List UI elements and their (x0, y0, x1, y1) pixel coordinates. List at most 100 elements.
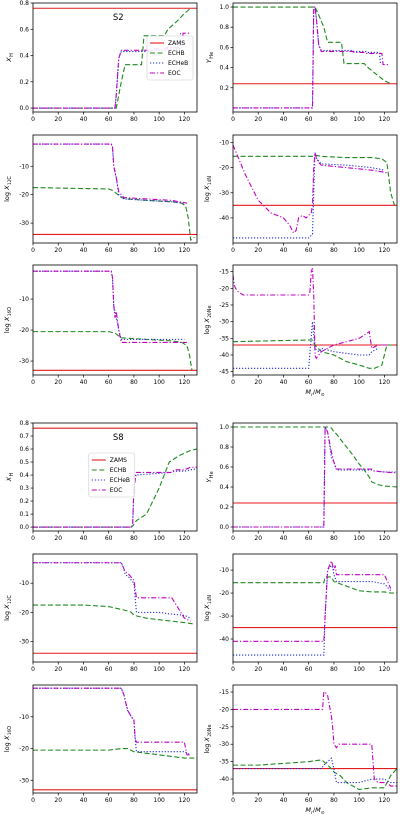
x-tick-label: 80 (130, 797, 138, 804)
x-tick-label: 100 (353, 379, 365, 386)
x-tick-label: 0 (231, 666, 235, 673)
series-line-echb (233, 426, 397, 488)
x-axis-label: Mr/M⊙ (305, 806, 324, 816)
x-tick-label: 80 (130, 535, 138, 542)
y-tick-label: 0.6 (19, 26, 29, 33)
x-tick-label: 60 (105, 797, 113, 804)
x-tick-label: 120 (179, 797, 191, 804)
x-tick-label: 60 (305, 247, 313, 254)
series-line-echb (33, 747, 197, 759)
chart-panel-s2-3: 0 20 40 60 80 100 120 -30 -20 -10 log X12C (3, 134, 198, 254)
y-tick-label: -30 (19, 777, 29, 784)
x-tick-label: 80 (130, 247, 138, 254)
y-tick-label: 0.4 (19, 472, 29, 479)
x-tick-label: 20 (54, 666, 62, 673)
y-tick-label: -25 (219, 302, 229, 309)
x-tick-label: 80 (330, 797, 338, 804)
plot-frame (232, 2, 398, 113)
y-tick-label: 0.4 (219, 65, 229, 72)
chart-panel-s8-4: 0 20 40 60 80 100 120 -40 -30 -20 -10 log X14N (203, 553, 398, 673)
y-tick-label: -10 (19, 580, 29, 587)
legend-label-zams: ZAMS (110, 457, 127, 464)
y-tick-label: -20 (219, 590, 229, 597)
x-tick-label: 100 (153, 247, 165, 254)
x-tick-label: 120 (379, 116, 391, 123)
series-line-echeb (233, 6, 382, 109)
y-tick-label: 0.3 (19, 485, 29, 492)
plot-frame (32, 553, 198, 663)
y-tick-label: -10 (19, 714, 29, 721)
x-tick-label: 0 (231, 379, 235, 386)
x-tick-label: 100 (353, 797, 365, 804)
x-tick-label: 80 (130, 379, 138, 386)
legend-box (146, 35, 194, 81)
y-axis-label: XH (5, 53, 15, 63)
x-tick-label: 80 (330, 535, 338, 542)
x-tick-label: 120 (179, 666, 191, 673)
x-tick-label: 20 (54, 797, 62, 804)
y-tick-label: -30 (219, 613, 229, 620)
y-tick-label: 0.0 (19, 105, 29, 112)
legend-label-echeb: ECHeB (110, 477, 130, 484)
x-tick-label: 80 (330, 666, 338, 673)
y-tick-label: -30 (219, 319, 229, 326)
legend-box (88, 452, 136, 498)
y-tick-label: 0.2 (19, 79, 29, 86)
legend-label-eoc: EOC (168, 70, 181, 77)
x-tick-label: 80 (330, 116, 338, 123)
plot-frame (32, 422, 198, 532)
y-tick-label: 0.8 (19, 420, 29, 427)
x-tick-label: 120 (379, 666, 391, 673)
x-tick-label: 0 (31, 116, 35, 123)
y-tick-label: -10 (19, 296, 29, 303)
plot-frame (232, 422, 398, 532)
series-line-eoc (33, 687, 191, 756)
y-tick-label: -10 (219, 140, 229, 147)
y-tick-label: -30 (19, 220, 29, 227)
y-tick-label: 0.8 (219, 444, 229, 451)
x-tick-label: 100 (353, 535, 365, 542)
panel-title: S2 (113, 13, 124, 23)
x-tick-label: 120 (379, 535, 391, 542)
y-tick-label: 0.0 (19, 524, 29, 531)
x-tick-label: 20 (254, 379, 262, 386)
chart-panel-s2-6: 0 20 40 60 80 100 120 -45 -40 -35 -30 -25 -20 -15 log … (203, 264, 398, 398)
y-tick-label: -15 (219, 269, 229, 276)
plot-frame (232, 134, 398, 244)
y-axis-label: log X16O (3, 307, 13, 333)
x-tick-label: 20 (254, 666, 262, 673)
series-line-echb (233, 759, 397, 791)
x-tick-label: 0 (31, 535, 35, 542)
x-tick-label: 0 (31, 247, 35, 254)
legend-label-echeb: ECHeB (168, 60, 188, 67)
series-line-eoc (233, 6, 390, 109)
y-tick-label: 0.6 (219, 44, 229, 51)
series-line-echb (33, 7, 192, 109)
x-tick-label: 100 (153, 535, 165, 542)
x-tick-label: 20 (54, 535, 62, 542)
x-tick-label: 20 (254, 797, 262, 804)
x-tick-label: 120 (179, 116, 191, 123)
series-group (33, 270, 197, 371)
x-tick-label: 40 (280, 797, 288, 804)
series-line-echb (33, 604, 195, 625)
series-group (233, 691, 397, 791)
y-tick-label: -40 (219, 636, 229, 643)
x-tick-label: 20 (254, 535, 262, 542)
x-tick-label: 60 (305, 535, 313, 542)
series-line-echeb (33, 562, 191, 619)
x-tick-label: 100 (353, 666, 365, 673)
y-tick-label: 0.6 (19, 446, 29, 453)
series-line-echb (33, 448, 197, 528)
y-tick-label: -20 (19, 609, 29, 616)
y-tick-label: 0.6 (219, 464, 229, 471)
chart-panel-s2-5: 0 20 40 60 80 100 120 -30 -20 -10 log X16O (3, 264, 198, 386)
x-tick-label: 80 (330, 379, 338, 386)
y-tick-label: -15 (219, 689, 229, 696)
x-tick-label: 40 (80, 379, 88, 386)
x-tick-label: 20 (54, 116, 62, 123)
x-tick-label: 40 (80, 535, 88, 542)
y-tick-label: -20 (219, 706, 229, 713)
y-axis-label: YHe (205, 471, 215, 482)
